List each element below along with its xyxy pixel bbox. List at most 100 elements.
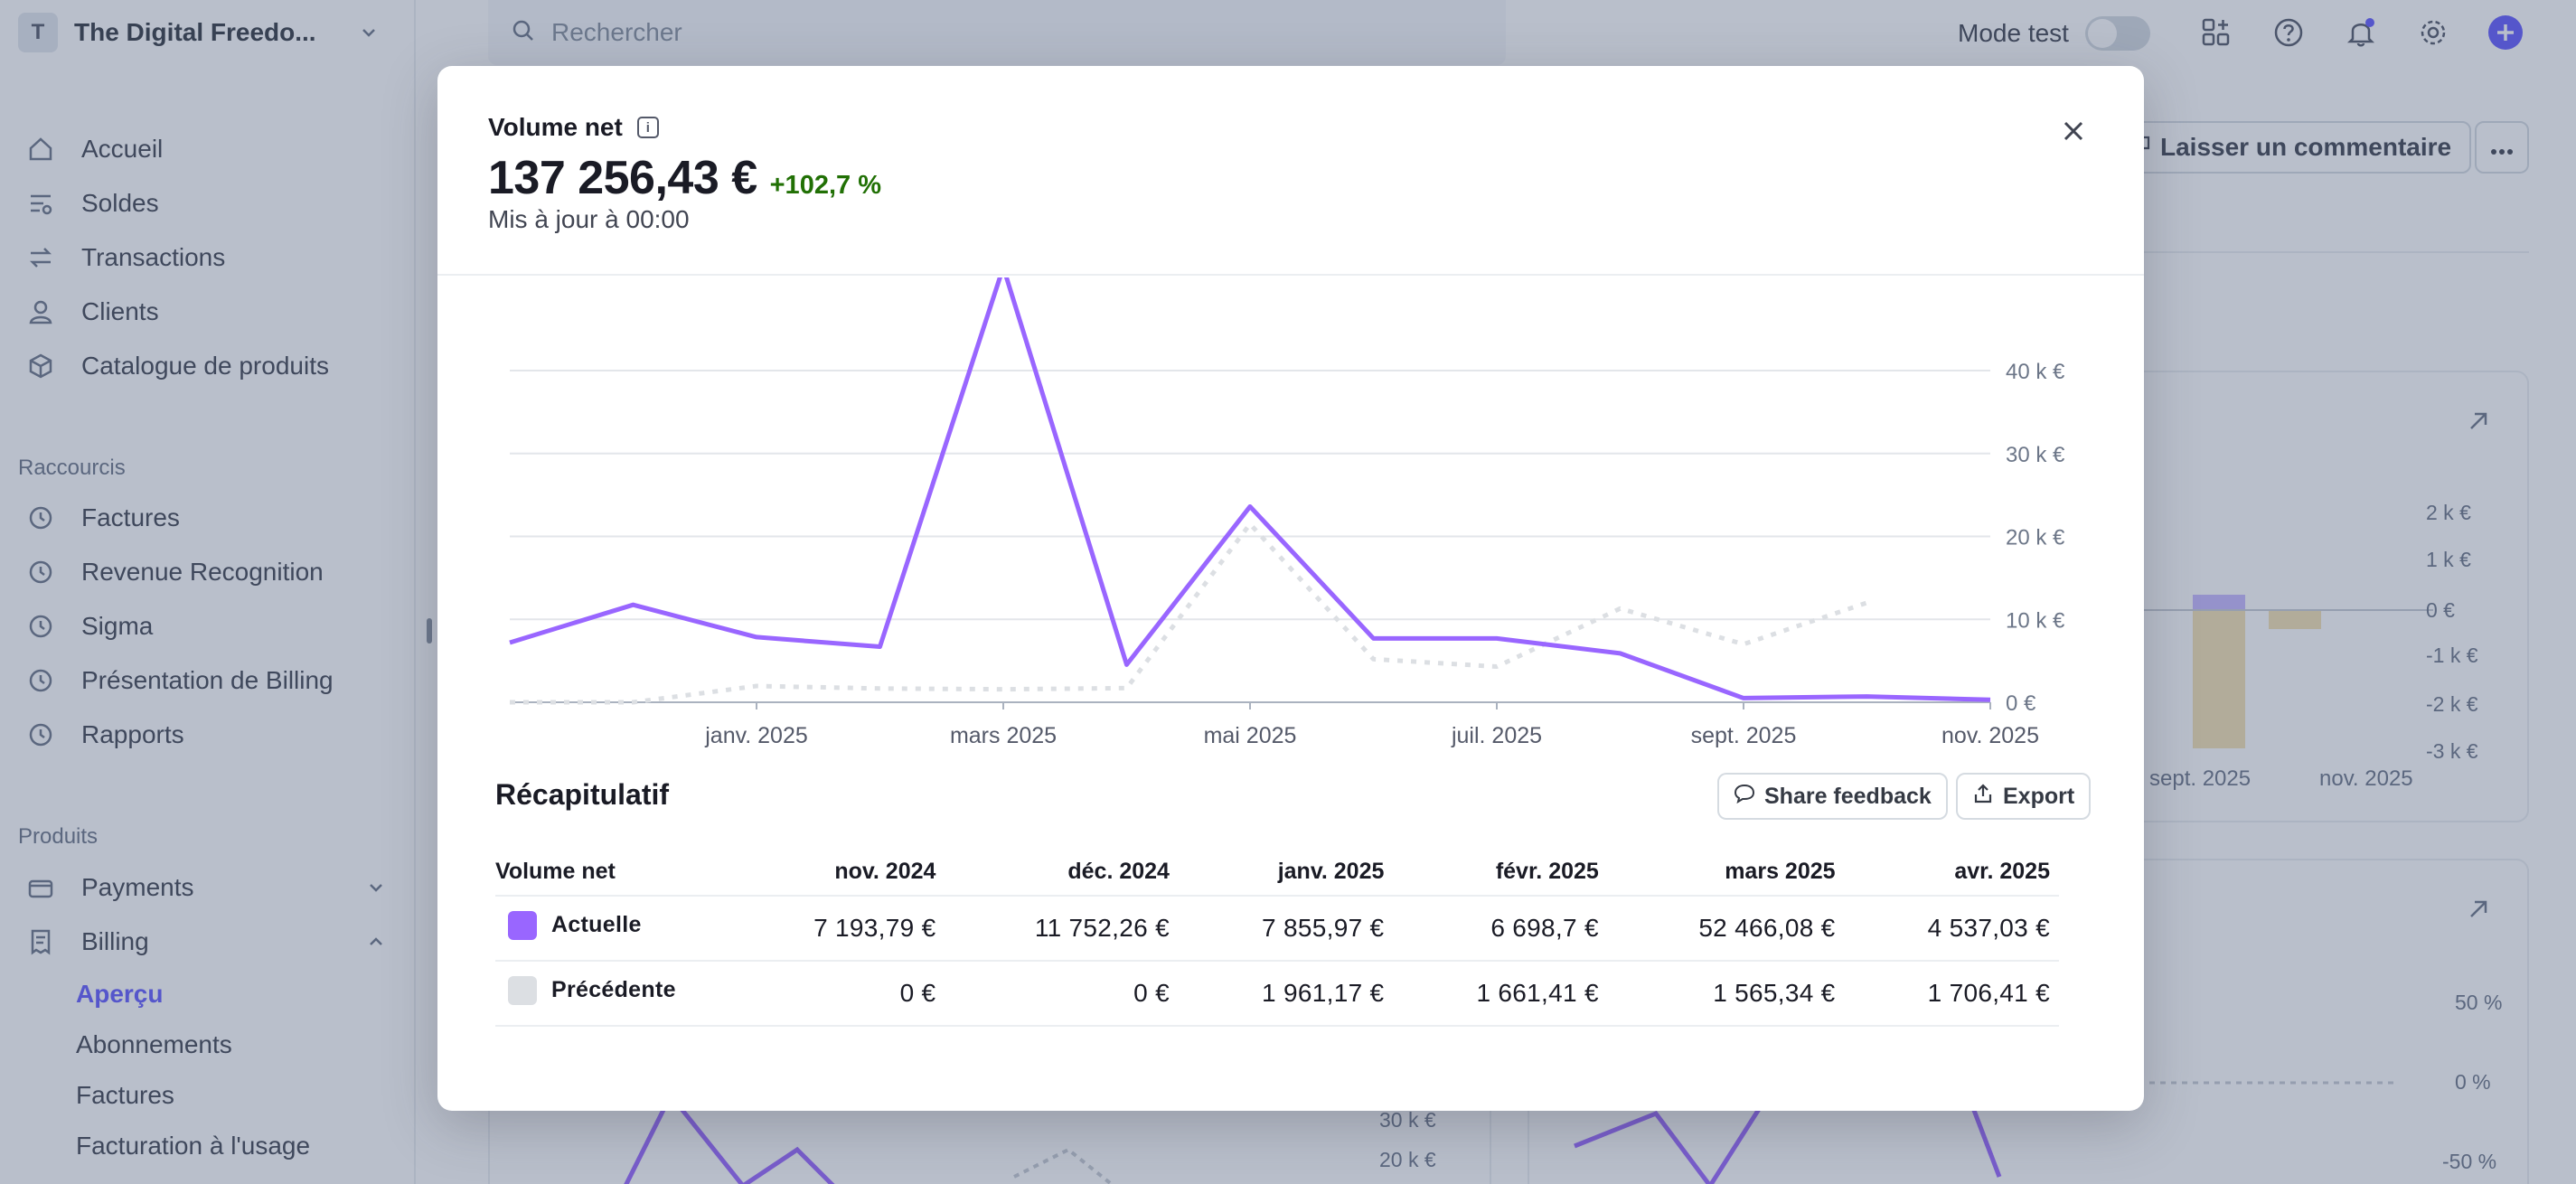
y-tick-label: 40 k € (2006, 360, 2065, 384)
share-feedback-button[interactable]: Share feedback (1717, 773, 1948, 820)
mode-test-switch[interactable]: Mode test (1958, 16, 2150, 51)
leave-comment-label: Laisser un commentaire (2160, 133, 2452, 161)
net-volume-delta: +102,7 % (769, 171, 881, 200)
y-tick: 20 k € (1379, 1148, 1436, 1171)
transactions-icon (25, 242, 56, 273)
shortcut-sigma[interactable]: Sigma (25, 608, 387, 644)
table-cell: 6 698,7 € (1393, 896, 1608, 962)
nav-item-clients[interactable]: Clients (25, 294, 387, 330)
previous-swatch (508, 975, 537, 1005)
nav-item-accueil[interactable]: Accueil (25, 131, 387, 167)
create-plus-icon[interactable] (2487, 14, 2524, 51)
search-icon (512, 19, 535, 47)
nav-item-payments[interactable]: Payments (25, 869, 387, 906)
nav-item-transactions[interactable]: Transactions (25, 240, 387, 276)
y-tick: 0 € (2426, 598, 2455, 622)
nav-label: Aperçu (76, 980, 164, 1008)
column-header: févr. 2025 (1393, 849, 1608, 897)
sidebar-resize-handle[interactable] (427, 618, 432, 644)
search-input[interactable]: Rechercher (488, 0, 1506, 65)
shortcut-label: Présentation de Billing (81, 666, 334, 694)
column-header: Volume net (495, 849, 730, 897)
x-tick-label: mai 2025 (1204, 723, 1297, 748)
nav-label: Facturation à l'usage (76, 1132, 311, 1160)
table-header-row: Volume net nov. 2024 déc. 2024 janv. 202… (495, 849, 2059, 897)
settings-icon[interactable] (2415, 14, 2451, 51)
chevron-down-icon (365, 877, 387, 898)
nav-item-soldes[interactable]: Soldes (25, 185, 387, 221)
nav-item-catalogue[interactable]: Catalogue de produits (25, 348, 387, 384)
shortcut-factures[interactable]: Factures (25, 500, 387, 536)
chevron-up-icon (365, 931, 387, 953)
modal-header: Volume net i 137 256,43 € +102,7 % Mis à… (437, 66, 2144, 276)
balances-icon (25, 188, 56, 219)
chart-svg: 0 € 10 k € 20 k € 30 k € 40 k € janv. 2025 mar… (509, 277, 2065, 748)
shortcut-label: Factures (81, 503, 180, 531)
table-cell: 11 752,26 € (945, 896, 1179, 962)
nav-item-billing[interactable]: Billing (25, 924, 387, 960)
account-name: The Digital Freedo... (74, 18, 316, 46)
expand-icon (2466, 897, 2491, 926)
speech-bubble-icon (1734, 783, 1755, 811)
shortcut-revenue-recognition[interactable]: Revenue Recognition (25, 554, 387, 590)
x-tick: sept. 2025 (2149, 766, 2252, 791)
billing-sub-apercu[interactable]: Aperçu (76, 976, 374, 1012)
search-placeholder: Rechercher (551, 18, 682, 46)
nav-label: Transactions (81, 243, 226, 271)
y-tick: 2 k € (2426, 501, 2471, 524)
export-button[interactable]: Export (1956, 773, 2092, 820)
shortcuts-label: Raccourcis (18, 456, 126, 480)
billing-sub-usage[interactable]: Facturation à l'usage (76, 1128, 374, 1164)
bar-negative (2269, 611, 2321, 629)
table-row: Actuelle 7 193,79 € 11 752,26 € 7 855,97… (495, 896, 2059, 962)
row-label: Actuelle (551, 912, 642, 937)
info-icon[interactable]: i (636, 117, 659, 138)
row-label-cell: Précédente (495, 961, 730, 1027)
series-line-current (509, 277, 1991, 702)
table-cell: 4 537,03 € (1844, 896, 2059, 962)
apps-icon[interactable] (2198, 14, 2234, 51)
mode-test-toggle[interactable] (2084, 16, 2150, 51)
account-switcher[interactable]: T The Digital Freedo... (18, 13, 380, 52)
net-volume-chart: 0 € 10 k € 20 k € 30 k € 40 k € janv. 2025 mar… (437, 277, 2144, 784)
home-icon (25, 134, 56, 164)
help-icon[interactable] (2270, 14, 2307, 51)
clock-icon (25, 611, 56, 642)
net-volume-modal: Volume net i 137 256,43 € +102,7 % Mis à… (437, 66, 2144, 1111)
nav-label: Billing (81, 927, 149, 955)
table-cell: 1 565,34 € (1607, 961, 1845, 1027)
shortcut-rapports[interactable]: Rapports (25, 717, 387, 753)
billing-sub-abonnements[interactable]: Abonnements (76, 1027, 374, 1063)
table-cell: 7 193,79 € (730, 896, 945, 962)
nav-label: Factures (76, 1081, 174, 1109)
y-tick: -1 k € (2426, 644, 2478, 667)
recap-title: Récapitulatif (495, 778, 670, 811)
column-header: nov. 2024 (730, 849, 945, 897)
notifications-icon[interactable] (2343, 14, 2379, 51)
leave-comment-button[interactable]: Laisser un commentaire (2110, 121, 2472, 174)
billing-sub-factures[interactable]: Factures (76, 1077, 374, 1114)
y-tick: -50 % (2442, 1150, 2497, 1173)
column-header: avr. 2025 (1844, 849, 2059, 897)
bar-current (2193, 595, 2245, 609)
table-row: Précédente 0 € 0 € 1 961,17 € 1 661,41 €… (495, 961, 2059, 1027)
table-cell: 52 466,08 € (1607, 896, 1845, 962)
mode-test-label: Mode test (1958, 19, 2069, 47)
nav-label: Accueil (81, 135, 164, 163)
x-tick-label: janv. 2025 (704, 723, 808, 748)
close-button[interactable] (2054, 113, 2093, 153)
shortcut-billing-presentation[interactable]: Présentation de Billing (25, 662, 387, 699)
y-tick: 30 k € (1379, 1108, 1436, 1132)
chevron-down-icon (358, 22, 380, 43)
bg-line-chart (624, 1091, 1114, 1184)
shortcut-label: Revenue Recognition (81, 558, 324, 586)
more-actions-button[interactable] (2475, 121, 2529, 174)
clock-icon (25, 665, 56, 696)
modal-title-text: Volume net (488, 113, 623, 141)
nav-label: Clients (81, 297, 159, 325)
modal-value: 137 256,43 € +102,7 % (488, 151, 881, 205)
series-line-previous (510, 522, 1868, 705)
x-tick-label: juil. 2025 (1451, 723, 1542, 748)
y-tick: 50 % (2455, 991, 2503, 1014)
y-tick: -3 k € (2426, 739, 2478, 763)
